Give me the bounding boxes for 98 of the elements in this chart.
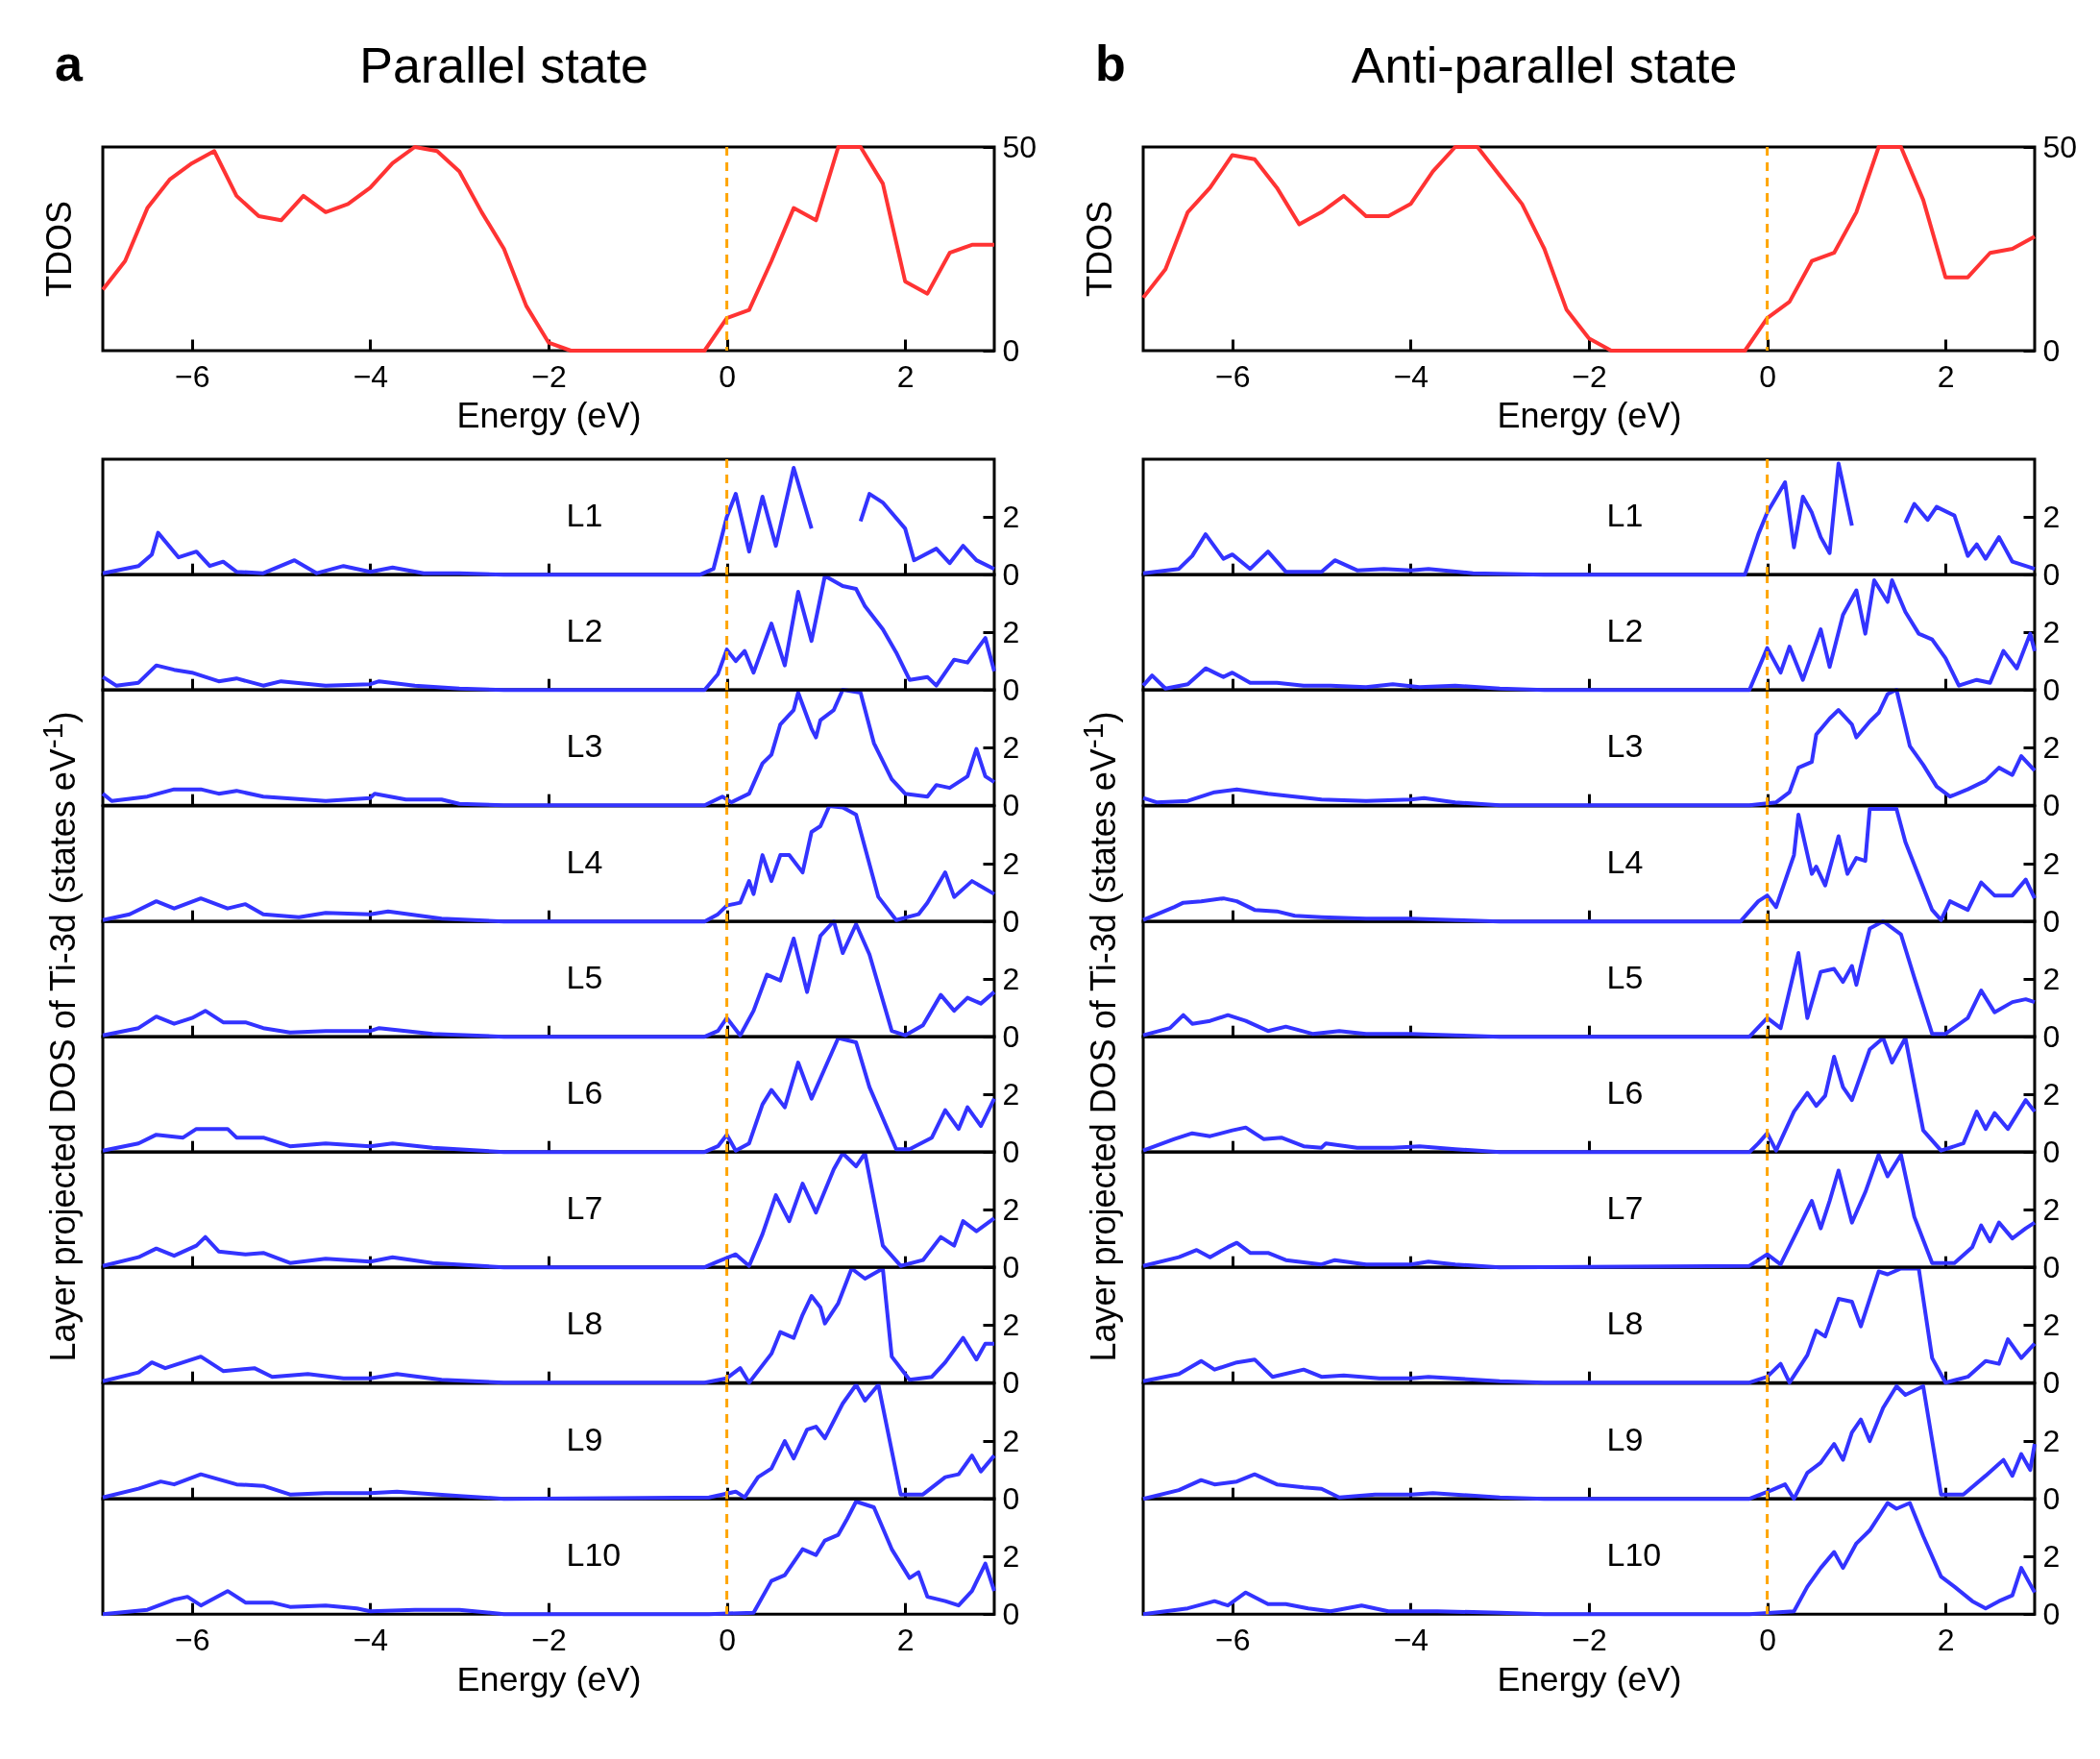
- line-series: [1141, 578, 2037, 693]
- text: b: [1095, 35, 1126, 92]
- y-tick-label: 0: [1002, 903, 1020, 939]
- y-tick-label: 2: [1002, 1538, 1020, 1574]
- y-tick-label: 2: [1002, 499, 1020, 534]
- y-tick-label: 0: [1002, 788, 1020, 823]
- chart-title: Parallel state: [359, 37, 648, 94]
- y-tick-label: 2: [2042, 499, 2061, 534]
- y-tick-label: 50: [1002, 129, 1038, 164]
- line-series: [101, 145, 996, 353]
- annotation: L6: [566, 1074, 603, 1112]
- y-tick-label: 2: [1002, 1076, 1020, 1112]
- y-tick-label: 2: [1002, 1191, 1020, 1227]
- annotation: L6: [1606, 1074, 1644, 1112]
- x-tick-label: 2: [1937, 1622, 1955, 1657]
- y-axis-title: TDOS: [1080, 200, 1120, 298]
- y-tick-label: 0: [1002, 556, 1020, 592]
- y-tick-label: 2: [1002, 961, 1020, 996]
- y-tick-label: 2: [2042, 614, 2061, 649]
- y-tick-label: 0: [2042, 903, 2061, 939]
- y-tick-label: 2: [1002, 729, 1020, 765]
- y-tick-label: 2: [2042, 961, 2061, 996]
- annotation: L5: [1606, 958, 1644, 995]
- x-axis-title: Energy (eV): [1497, 395, 1682, 435]
- x-tick-label: −2: [531, 358, 567, 394]
- y-tick-label: 2: [1002, 845, 1020, 881]
- y-tick-label: 50: [2042, 129, 2078, 164]
- y-tick-label: 2: [2042, 729, 2061, 765]
- annotation: L3: [566, 727, 603, 765]
- line-series: [1141, 145, 2037, 353]
- annotation: L7: [1606, 1189, 1644, 1227]
- y-tick-label: 0: [1002, 1134, 1020, 1169]
- annotation: L9: [1606, 1420, 1644, 1457]
- y-tick-label: 0: [1002, 1480, 1020, 1516]
- annotation: L2: [1606, 612, 1644, 649]
- x-tick-label: 0: [719, 358, 736, 394]
- annotation: L3: [1606, 727, 1644, 765]
- x-tick-label: 2: [896, 1622, 915, 1657]
- y-axis-title: TDOS: [39, 200, 80, 298]
- chart-title: Anti-parallel state: [1351, 37, 1738, 94]
- x-tick-label: −2: [1572, 1622, 1607, 1657]
- x-tick-label: 2: [896, 358, 915, 394]
- y-tick-label: 0: [2042, 672, 2061, 707]
- x-axis-title: Energy (eV): [1497, 1658, 1682, 1698]
- annotation: L1: [566, 497, 603, 534]
- y-tick-label: 0: [2042, 332, 2061, 368]
- x-tick-label: 2: [1937, 358, 1955, 394]
- y-tick-label: 0: [1002, 1596, 1020, 1631]
- y-tick-label: 0: [2042, 1480, 2061, 1516]
- annotation: L5: [566, 958, 603, 995]
- annotation: L8: [566, 1305, 603, 1342]
- annotation: L9: [566, 1420, 603, 1457]
- text: a: [55, 35, 83, 92]
- y-tick-label: 2: [2042, 1423, 2061, 1458]
- y-tick-label: 0: [1002, 332, 1020, 368]
- y-tick-label: 2: [2042, 1191, 2061, 1227]
- y-tick-label: 2: [2042, 845, 2061, 881]
- x-tick-label: −4: [353, 1622, 389, 1657]
- x-tick-label: −6: [175, 358, 210, 394]
- y-tick-label: 0: [1002, 672, 1020, 707]
- annotation: L4: [566, 843, 603, 880]
- line-series: [1141, 1501, 2037, 1616]
- y-tick-label: 0: [1002, 1365, 1020, 1401]
- x-axis-title: Energy (eV): [456, 1658, 642, 1698]
- annotation: L10: [566, 1535, 622, 1573]
- annotation: L1: [1606, 497, 1644, 534]
- y-tick-label: 2: [2042, 1076, 2061, 1112]
- x-tick-label: −6: [175, 1622, 210, 1657]
- y-tick-label: 2: [1002, 1307, 1020, 1342]
- x-tick-label: 0: [1759, 1622, 1776, 1657]
- annotation: L4: [1606, 843, 1644, 880]
- annotation: L2: [566, 612, 603, 649]
- y-tick-label: 0: [2042, 788, 2061, 823]
- x-tick-label: 0: [1759, 358, 1776, 394]
- x-tick-label: −6: [1215, 1622, 1251, 1657]
- y-tick-label: 0: [2042, 556, 2061, 592]
- annotation: L10: [1606, 1535, 1662, 1573]
- x-tick-label: −6: [1215, 358, 1251, 394]
- y-tick-label: 2: [2042, 1307, 2061, 1342]
- y-tick-label: 0: [1002, 1249, 1020, 1284]
- y-tick-label: 0: [2042, 1365, 2061, 1401]
- y-tick-label: 0: [2042, 1596, 2061, 1631]
- annotation: L7: [566, 1189, 603, 1227]
- x-tick-label: −4: [1393, 1622, 1429, 1657]
- x-tick-label: −2: [1572, 358, 1607, 394]
- x-tick-label: −2: [531, 1622, 567, 1657]
- x-tick-label: −4: [353, 358, 389, 394]
- y-tick-label: 0: [2042, 1249, 2061, 1284]
- y-tick-label: 0: [2042, 1018, 2061, 1054]
- y-tick-label: 2: [2042, 1538, 2061, 1574]
- x-tick-label: 0: [719, 1622, 736, 1657]
- x-axis-title: Energy (eV): [456, 395, 642, 435]
- x-tick-label: −4: [1393, 358, 1429, 394]
- y-tick-label: 2: [1002, 1423, 1020, 1458]
- y-tick-label: 0: [2042, 1134, 2061, 1169]
- y-tick-label: 0: [1002, 1018, 1020, 1054]
- y-tick-label: 2: [1002, 614, 1020, 649]
- annotation: L8: [1606, 1305, 1644, 1342]
